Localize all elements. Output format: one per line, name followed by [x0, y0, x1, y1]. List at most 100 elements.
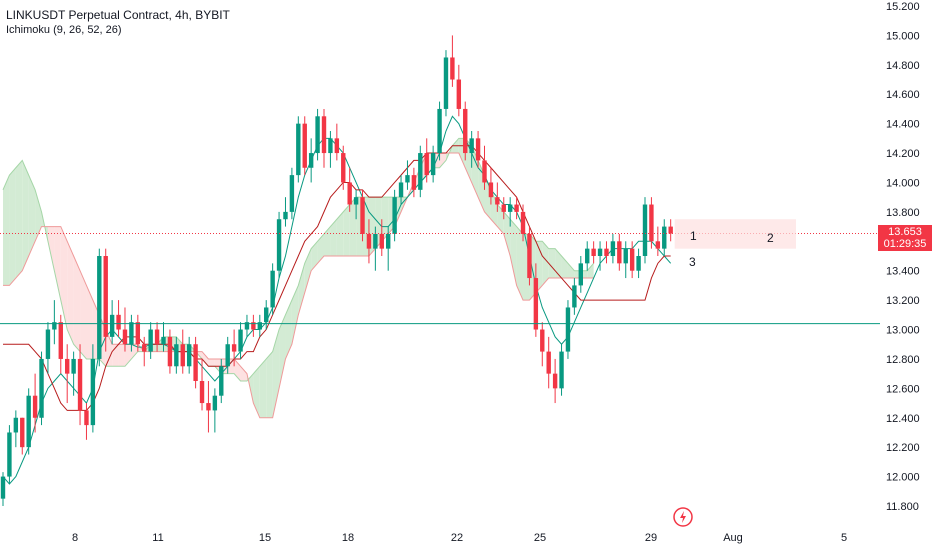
candle-body [366, 233, 372, 249]
candle-body [482, 160, 487, 183]
indicator-legend[interactable]: Ichimoku (9, 26, 52, 26) [6, 24, 122, 36]
candle-body [347, 182, 352, 205]
cloud-segment [67, 241, 74, 345]
cloud-segment [516, 226, 524, 301]
candle-body [565, 307, 571, 352]
candle-body [103, 256, 108, 337]
base-line [3, 145, 671, 411]
candle-body [501, 204, 506, 212]
candle-body [296, 123, 301, 176]
candle-body [456, 79, 462, 109]
cloud-segment [298, 263, 305, 315]
cloud-segment [86, 285, 93, 359]
drawing-marker-label: 3 [689, 255, 696, 269]
candle-body [142, 344, 147, 352]
drawing-marker-label: 1 [690, 229, 697, 243]
cloud-segment [587, 263, 594, 279]
candle-body [257, 322, 262, 330]
cloud-segment [80, 270, 87, 359]
cloud-segment [349, 197, 357, 256]
cloud-segment [317, 233, 324, 264]
candle-body [109, 314, 115, 337]
candle-body [353, 197, 359, 205]
candle-body [84, 410, 89, 426]
candle-body [437, 108, 442, 154]
candle-body [154, 329, 160, 345]
candle-body [585, 248, 590, 264]
cloud-segment [567, 263, 575, 279]
candle-body [443, 57, 449, 109]
cloud-segment [311, 241, 318, 271]
cloud-segment [73, 256, 81, 352]
candle-body [552, 373, 558, 389]
candle-body [251, 322, 256, 330]
candle-body [270, 270, 275, 308]
candle-body [649, 204, 654, 242]
candle-body [135, 322, 141, 345]
candle-body [411, 175, 417, 190]
candle-body [167, 336, 173, 367]
cloud-segment [253, 366, 260, 418]
candle-body [334, 138, 340, 154]
cloud-segment [9, 167, 16, 286]
candle-body [7, 432, 12, 477]
x-axis-tick-label: 8 [72, 532, 78, 544]
candle-body [116, 314, 121, 330]
x-axis-tick-label: 22 [451, 532, 463, 544]
conversion-line [2, 115, 672, 485]
candle-body [662, 226, 667, 249]
candle-body [533, 278, 539, 330]
candle-body [328, 138, 333, 154]
candle-body [276, 219, 282, 271]
candle-body [283, 211, 288, 220]
candle-body [507, 204, 513, 212]
candle-body [450, 57, 455, 80]
bar-countdown: 01:29:35 [883, 238, 927, 250]
cloud-segment [202, 351, 209, 367]
y-axis-tick-label: 14.200 [886, 148, 920, 160]
x-axis-tick-label: 18 [342, 532, 354, 544]
tradingview-logo-icon[interactable] [672, 506, 694, 528]
candle-body [514, 204, 519, 212]
y-axis-tick-label: 13.400 [886, 266, 920, 278]
cloud-segment [47, 226, 55, 271]
candle-body [463, 108, 468, 154]
x-axis-tick-label: 15 [259, 532, 271, 544]
cloud-segment [324, 226, 331, 256]
candle-body [655, 241, 661, 249]
candle-body [520, 211, 526, 234]
cloud-segment [28, 175, 36, 256]
cloud-segment [503, 211, 511, 256]
candle-body [20, 417, 25, 448]
cloud-segment [22, 160, 29, 271]
drawing-marker-label: 2 [767, 231, 774, 245]
candle-body [527, 233, 532, 279]
candle-body [591, 248, 596, 256]
candle-body [174, 344, 179, 367]
candle-body [604, 248, 609, 256]
candle-body [636, 256, 641, 271]
last-price-value: 13.653 [888, 226, 922, 238]
cloud-segment [208, 358, 215, 367]
candle-body [488, 182, 494, 198]
projection-zone [674, 219, 796, 249]
candle-body [45, 329, 51, 359]
candle-body [225, 344, 230, 367]
cloud-segment [542, 241, 549, 286]
y-axis-tick-label: 12.600 [886, 383, 920, 395]
candle-body [71, 358, 76, 374]
candle-body [430, 153, 436, 176]
candle-body [206, 403, 211, 411]
cloud-segment [291, 285, 299, 345]
candle-body [161, 336, 166, 345]
cloud-segment [343, 204, 350, 256]
x-axis-tick-label: 5 [841, 532, 847, 544]
cloud-segment [439, 153, 446, 168]
cloud-segment [381, 197, 389, 242]
candle-body [469, 138, 474, 154]
cloud-segment [285, 300, 292, 359]
candle-body [13, 417, 19, 433]
candle-body [392, 197, 397, 234]
x-axis-tick-label: 11 [152, 532, 163, 544]
